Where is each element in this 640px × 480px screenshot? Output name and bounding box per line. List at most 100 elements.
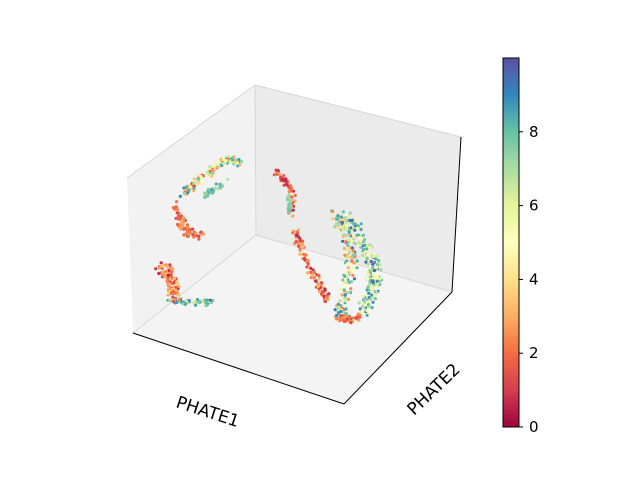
scatter-point <box>289 188 293 192</box>
scatter-point <box>314 279 318 283</box>
scatter-point <box>323 299 327 304</box>
scatter-point <box>204 298 208 302</box>
scatter-point <box>339 309 343 314</box>
scatter-point <box>159 264 163 268</box>
scatter-point <box>223 159 227 163</box>
scatter-point <box>291 208 295 212</box>
scatter-point <box>355 262 359 266</box>
scatter-point <box>331 209 335 213</box>
scatter-point <box>179 214 184 218</box>
scatter-point <box>199 174 203 178</box>
scatter-point <box>171 267 175 271</box>
scatter-point <box>346 297 350 301</box>
scatter-point <box>291 231 295 235</box>
scatter-point <box>208 298 212 302</box>
scatter-point <box>351 248 355 252</box>
scatter-point <box>159 261 163 265</box>
scatter-point <box>317 277 321 281</box>
scatter-point <box>302 257 306 261</box>
pane-edge <box>254 84 462 138</box>
scatter-point <box>175 200 179 204</box>
colorbar-tick-label: 0 <box>529 418 539 436</box>
scatter-point <box>347 238 351 242</box>
scatter-point <box>317 274 321 278</box>
scatter-point <box>302 252 306 256</box>
scatter-point <box>204 304 208 308</box>
scatter-point <box>366 262 370 266</box>
scatter-point <box>375 279 379 283</box>
scatter-point <box>362 299 366 303</box>
scatter-point <box>178 194 182 198</box>
scatter-point <box>370 254 374 258</box>
scatter-point <box>177 284 181 288</box>
scatter-point <box>164 269 168 273</box>
scatter-point <box>176 222 180 227</box>
scatter-point <box>342 319 346 323</box>
scatter-point <box>182 192 187 196</box>
scatter-point <box>346 266 350 270</box>
scatter-point <box>197 237 201 241</box>
scatter-point <box>342 246 346 251</box>
scatter-point <box>371 280 375 285</box>
scatter-point <box>204 300 208 304</box>
scatter-point <box>358 310 362 314</box>
scatter-point <box>366 277 370 281</box>
scatter-point <box>203 191 207 195</box>
scatter-point <box>182 233 186 237</box>
scatter-point <box>306 262 310 266</box>
scatter-point <box>316 282 320 286</box>
scatter-point <box>352 268 356 272</box>
scatter-point <box>353 242 358 246</box>
scatter-point <box>339 304 343 308</box>
scatter-point <box>192 179 196 183</box>
scatter-point <box>352 236 356 240</box>
scatter-point <box>306 271 310 275</box>
scatter-point <box>348 218 352 222</box>
scatter-point <box>344 281 348 285</box>
scatter-point <box>187 188 191 192</box>
scatter-point <box>201 232 205 236</box>
scatter-point <box>351 273 355 277</box>
scatter-point <box>377 259 381 263</box>
scatter-point <box>369 259 373 264</box>
scatter-point <box>368 245 372 249</box>
scatter-point <box>206 187 210 191</box>
scatter-point <box>288 184 293 188</box>
pane-left <box>127 85 256 333</box>
scatter-point <box>188 185 192 189</box>
scatter-point <box>339 317 343 321</box>
scatter-point <box>331 217 335 221</box>
scatter-point <box>320 290 324 294</box>
scatter-point <box>195 298 200 302</box>
scatter-point <box>173 291 178 295</box>
scatter-point <box>177 216 181 220</box>
scatter-point <box>294 239 298 243</box>
scatter-point <box>167 286 171 290</box>
scatter-point <box>371 266 375 270</box>
scatter-point <box>353 255 357 259</box>
scatter-point <box>291 214 295 218</box>
scatter-point <box>288 199 292 203</box>
scatter-point <box>344 307 348 311</box>
scatter-point <box>345 224 349 228</box>
scatter-point <box>191 233 195 237</box>
scatter-point <box>342 281 346 285</box>
scatter-point <box>354 218 358 222</box>
scatter-point <box>172 276 176 280</box>
scatter-point <box>221 161 225 166</box>
scatter-point <box>342 288 346 292</box>
scatter-point <box>200 298 204 302</box>
scatter-point <box>352 277 357 281</box>
scatter-point <box>319 285 323 289</box>
scatter-point <box>185 223 190 227</box>
scatter-point <box>282 183 286 187</box>
scatter-point <box>342 224 346 228</box>
scatter-point <box>293 199 297 203</box>
scatter-point <box>375 254 379 258</box>
colorbar <box>502 57 520 428</box>
scatter-point <box>349 287 353 291</box>
scatter-point <box>348 211 352 215</box>
scatter-point <box>239 159 244 164</box>
scatter-point <box>295 230 299 234</box>
scatter-point <box>367 304 371 308</box>
